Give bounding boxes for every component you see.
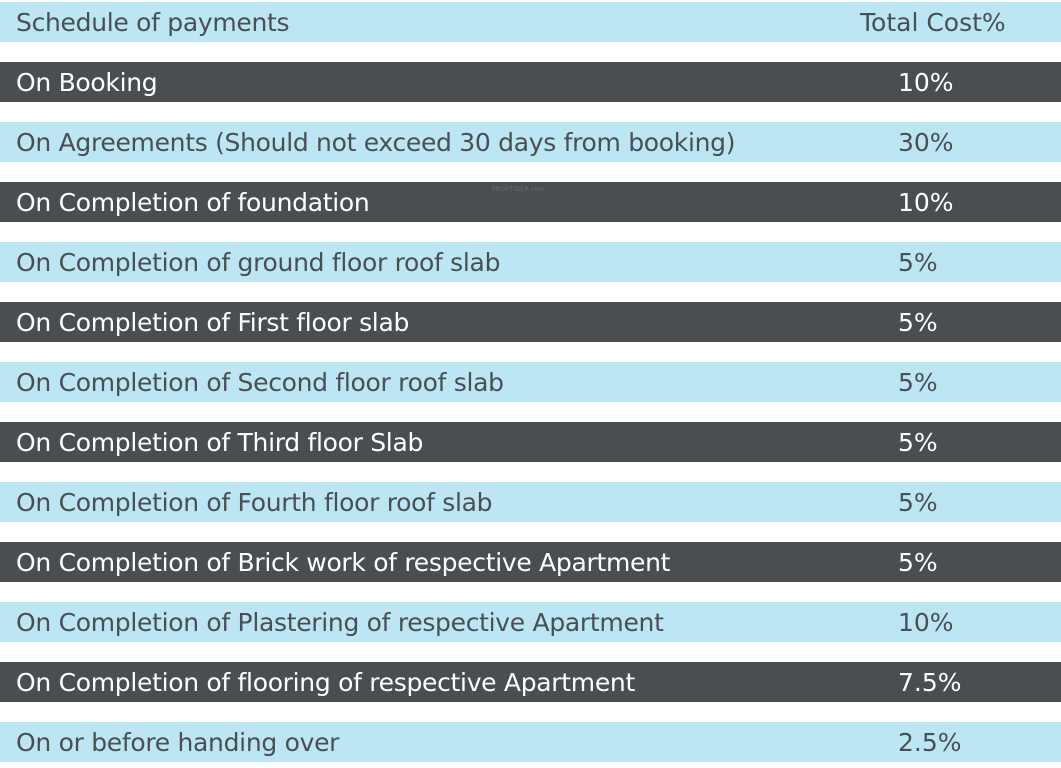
row-label: On Completion of Plastering of respectiv… [16, 607, 664, 637]
row-label: On Completion of Brick work of respectiv… [16, 547, 671, 577]
row-label: On Completion of Fourth floor roof slab [16, 487, 493, 517]
row-value: 10% [898, 187, 954, 217]
row-label: On Agreements (Should not exceed 30 days… [16, 127, 736, 157]
row-value: 2.5% [898, 727, 962, 757]
row-value: 5% [898, 247, 938, 277]
row-value: 5% [898, 427, 938, 457]
table-header-row: Schedule of payments Total Cost% [0, 2, 1061, 42]
row-value: 7.5% [898, 667, 962, 697]
table-row: On Completion of flooring of respective … [0, 662, 1061, 702]
row-value: 5% [898, 547, 938, 577]
row-value: 5% [898, 367, 938, 397]
row-value: 30% [898, 127, 954, 157]
header-value: Total Cost% [860, 7, 1006, 37]
table-row: On Completion of Brick work of respectiv… [0, 542, 1061, 582]
table-row: On or before handing over 2.5% [0, 722, 1061, 762]
row-label: On Completion of ground floor roof slab [16, 247, 501, 277]
table-row: On Completion of Fourth floor roof slab … [0, 482, 1061, 522]
table-row: On Agreements (Should not exceed 30 days… [0, 122, 1061, 162]
row-label: On or before handing over [16, 727, 340, 757]
table-row: On Completion of Plastering of respectiv… [0, 602, 1061, 642]
row-label: On Completion of First floor slab [16, 307, 410, 337]
table-row: On Completion of ground floor roof slab … [0, 242, 1061, 282]
header-label: Schedule of payments [16, 7, 290, 37]
row-label: On Completion of flooring of respective … [16, 667, 635, 697]
table-row: On Completion of Second floor roof slab … [0, 362, 1061, 402]
row-value: 5% [898, 487, 938, 517]
watermark: PROPTIGER.com [492, 186, 545, 193]
table-row: On Completion of Third floor Slab 5% [0, 422, 1061, 462]
row-value: 10% [898, 67, 954, 97]
row-value: 10% [898, 607, 954, 637]
row-label: On Booking [16, 67, 158, 97]
table-row: On Completion of First floor slab 5% [0, 302, 1061, 342]
table-row: On Completion of foundation 10% [0, 182, 1061, 222]
row-label: On Completion of Second floor roof slab [16, 367, 504, 397]
row-value: 5% [898, 307, 938, 337]
row-label: On Completion of foundation [16, 187, 370, 217]
table-row: On Booking 10% [0, 62, 1061, 102]
row-label: On Completion of Third floor Slab [16, 427, 424, 457]
